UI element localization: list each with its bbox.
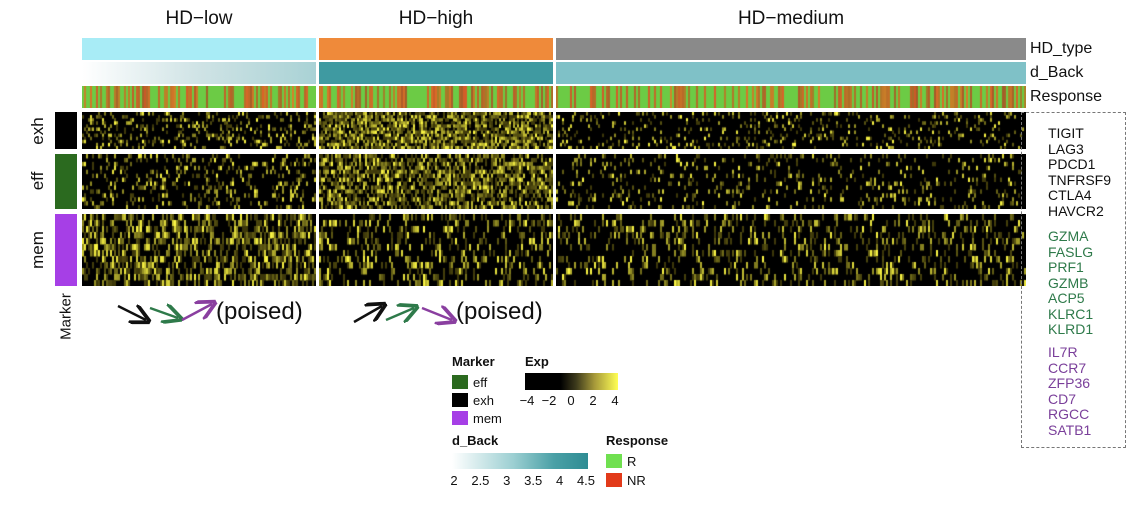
gene-label-ctla4: CTLA4 [1048, 187, 1092, 203]
gene-label-ccr7: CCR7 [1048, 359, 1087, 376]
legend-dback-title: d_Back [452, 433, 499, 448]
arrow-mem [181, 304, 212, 322]
dback-bar-low [82, 62, 316, 84]
gene-label-gzmb: GZMB [1048, 274, 1089, 291]
response-bar-medium [556, 86, 1026, 108]
gene-label-prf1: PRF1 [1048, 259, 1084, 275]
track-label-d-back: d_Back [1030, 64, 1084, 81]
hdtype-bar-high [319, 38, 553, 60]
track-label-hd-type: HD_type [1030, 40, 1093, 57]
heatmap-block-hd-medium-eff [556, 154, 1026, 209]
legend-swatch-r [606, 454, 622, 468]
gene-label-cd7: CD7 [1048, 390, 1077, 407]
legend-dback-tick: 4.5 [576, 473, 596, 488]
legend-label-nr: NR [627, 473, 646, 488]
heatmap-block-hd-medium-exh [556, 112, 1026, 149]
marker-bar-exh [55, 112, 77, 149]
gene-label-havcr2: HAVCR2 [1048, 202, 1104, 219]
dback-bar-high [319, 62, 553, 84]
gene-label-tigit: TIGIT [1048, 125, 1084, 141]
column-title-hd-high: HD−high [398, 8, 474, 29]
legend-dback-tick: 4 [555, 473, 564, 488]
arrow-eff [385, 308, 414, 320]
legend-dback-tick: 3.5 [524, 473, 543, 488]
gene-label-acp5: ACP5 [1048, 290, 1085, 306]
legend-exp-tick: −2 [541, 393, 557, 408]
legend-label-eff: eff [473, 375, 488, 390]
legend-swatch-exh [452, 393, 468, 407]
marker-bar-eff [55, 154, 77, 209]
legend-label-mem: mem [473, 411, 502, 426]
gene-label-il7r: IL7R [1048, 344, 1078, 360]
gene-label-lag3: LAG3 [1048, 140, 1084, 157]
gene-label-klrc1: KLRC1 [1048, 305, 1094, 322]
gene-label-zfp36: ZFP36 [1048, 375, 1091, 391]
poised-arrows-hd-low [117, 292, 222, 332]
heatmap-block-hd-low-exh [82, 112, 316, 149]
marker-bar-mem [55, 214, 77, 286]
heatmap-block-hd-high-mem [319, 214, 553, 286]
legend-exp-tick: 2 [589, 393, 597, 408]
gene-label-faslg: FASLG [1048, 243, 1094, 260]
column-title-hd-low: HD−low [165, 8, 233, 29]
row-label-eff: eff [28, 171, 47, 191]
poised-label-hd-high: (poised) [456, 298, 543, 325]
response-bar-low [82, 86, 316, 108]
hdtype-bar-low [82, 38, 316, 60]
legend-label-exh: exh [473, 393, 494, 408]
legend-dback-colorbar [452, 453, 588, 469]
legend-exp-tick: −4 [519, 393, 535, 408]
legend-swatch-nr [606, 473, 622, 487]
legend-dback-tick: 2 [450, 473, 458, 488]
marker-axis-label: Marker [57, 293, 75, 340]
hdtype-bar-medium [556, 38, 1026, 60]
legend-exp-title: Exp [525, 354, 549, 369]
arrow-exh [353, 306, 382, 324]
row-label-mem: mem [28, 231, 47, 269]
response-bar-high [319, 86, 553, 108]
poised-arrows-hd-high [353, 292, 458, 332]
legend-exp-tick: 4 [611, 393, 619, 408]
legend-swatch-eff [452, 375, 468, 389]
gene-label-satb1: SATB1 [1048, 421, 1092, 438]
legend-exp-tick: 0 [567, 393, 575, 408]
legend-dback-tick: 3 [503, 473, 511, 488]
gene-label-tnfrsf9: TNFRSF9 [1048, 171, 1111, 188]
gene-label-box [1021, 112, 1126, 448]
gene-label-rgcc: RGCC [1048, 406, 1090, 422]
legend-dback-tick: 2.5 [471, 473, 490, 488]
legend-label-r: R [627, 454, 637, 469]
legend-swatch-mem [452, 411, 468, 425]
heatmap-block-hd-high-exh [319, 112, 553, 149]
arrow-eff [149, 308, 178, 318]
gene-label-gzma: GZMA [1048, 228, 1089, 244]
dback-bar-medium [556, 62, 1026, 84]
legend-response-title: Response [606, 433, 669, 448]
heatmap-block-hd-high-eff [319, 154, 553, 209]
legend-marker-title: Marker [452, 354, 495, 369]
legend-exp-colorbar [525, 373, 618, 390]
track-label-response: Response [1030, 88, 1103, 105]
gene-label-pdcd1: PDCD1 [1048, 156, 1096, 172]
arrow-exh [117, 306, 146, 320]
gene-label-klrd1: KLRD1 [1048, 321, 1094, 337]
heatmap-block-hd-low-eff [82, 154, 316, 209]
column-title-hd-medium: HD−medium [737, 8, 845, 29]
heatmap-block-hd-medium-mem [556, 214, 1026, 286]
heatmap-block-hd-low-mem [82, 214, 316, 286]
poised-label-hd-low: (poised) [216, 298, 303, 325]
arrow-mem [421, 308, 452, 320]
